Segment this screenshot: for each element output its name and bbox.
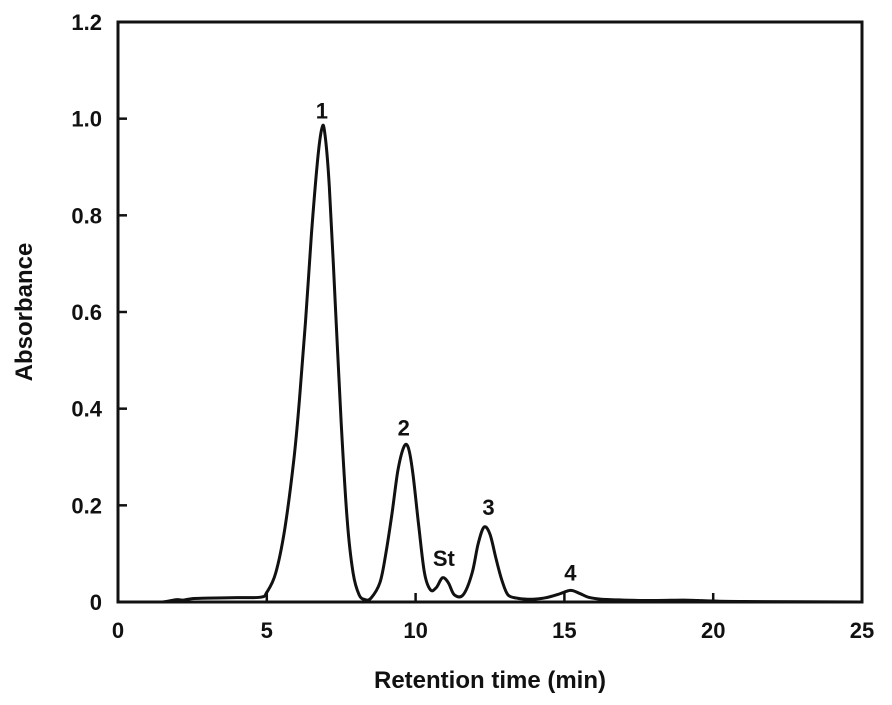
peak-label: 3 xyxy=(482,495,494,520)
y-tick-label: 0.8 xyxy=(71,203,102,228)
peak-label: 2 xyxy=(398,415,410,440)
chromatogram-trace xyxy=(161,123,864,604)
x-tick-label: 5 xyxy=(261,618,273,643)
peak-label: 1 xyxy=(316,99,328,124)
peak-labels: 1 2 St 3 4 xyxy=(316,99,577,586)
y-tick-label: 0.6 xyxy=(71,300,102,325)
x-tick-label: 10 xyxy=(403,618,427,643)
y-tick-label: 0.4 xyxy=(71,397,102,422)
y-tick-label: 1.0 xyxy=(71,107,102,132)
x-tick-label: 15 xyxy=(552,618,576,643)
y-tick-label: 0.2 xyxy=(71,493,102,518)
x-tick-label: 20 xyxy=(701,618,725,643)
x-tick-label: 0 xyxy=(112,618,124,643)
x-axis-title: Retention time (min) xyxy=(374,667,606,694)
y-axis-ticks: 0 0.2 0.4 0.6 0.8 1.0 1.2 xyxy=(71,10,127,615)
peak-label: St xyxy=(433,546,456,571)
x-tick-label: 25 xyxy=(850,618,874,643)
y-axis-title: Absorbance xyxy=(11,243,38,382)
y-tick-label: 1.2 xyxy=(71,10,102,35)
peak-label: 4 xyxy=(564,560,577,585)
x-axis-ticks: 0 5 10 15 20 25 xyxy=(112,593,874,643)
y-tick-label: 0 xyxy=(90,590,102,615)
